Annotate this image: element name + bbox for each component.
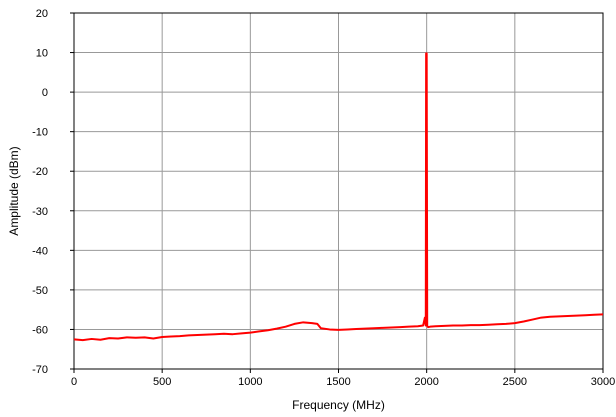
x-tick-label: 1000 [238,376,262,388]
y-tick-label: -40 [32,245,48,257]
y-tick-label: 10 [36,48,48,60]
x-tick-label: 500 [153,376,171,388]
y-tick-label: -10 [32,127,48,139]
amplitude-series-line [73,52,604,342]
x-tick-label: 3000 [591,376,615,388]
y-axis-title: Amplitude (dBm) [7,146,21,235]
y-tick-label: -50 [32,285,48,297]
x-tick-label: 0 [71,376,77,388]
y-tick-label: 0 [42,87,48,99]
x-tick-label: 2000 [414,376,438,388]
y-tick-label: 20 [36,8,48,20]
y-tick-label: -30 [32,206,48,218]
gridlines [74,13,603,369]
x-axis-title: Frequency (MHz) [292,398,385,412]
x-tick-label: 2500 [503,376,527,388]
x-tick-label: 1500 [326,376,350,388]
y-tick-label: -60 [32,324,48,336]
series-layer [73,52,604,342]
axis-ticks: 0 500 1000 1500 2000 2500 3000 -70 -60 -50 -40 -30 -… [32,8,615,388]
y-tick-label: -70 [32,364,48,376]
y-tick-label: -20 [32,166,48,178]
